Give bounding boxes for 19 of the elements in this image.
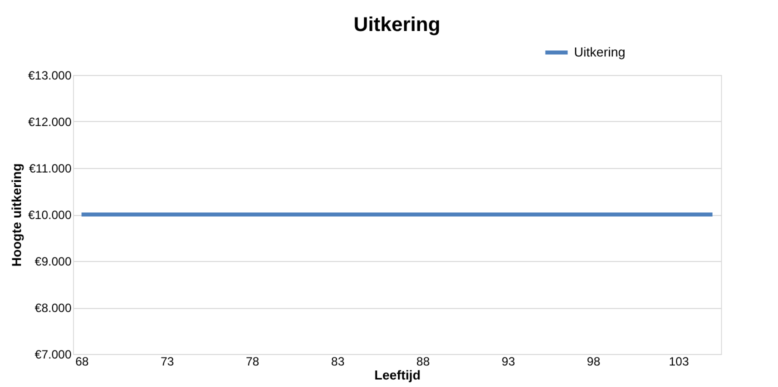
x-tick-label: 68 xyxy=(75,354,90,368)
y-axis-title: Hoogte uitkering xyxy=(9,163,24,267)
x-tick-label: 78 xyxy=(246,354,260,368)
y-tick-label: €8.000 xyxy=(34,301,72,315)
chart-title: Uitkering xyxy=(354,14,440,36)
y-tick-label: €9.000 xyxy=(34,254,72,268)
legend-label: Uitkering xyxy=(574,44,626,60)
x-tick-label: 83 xyxy=(331,354,345,368)
x-tick-label: 88 xyxy=(416,354,430,368)
x-axis-title: Leeftijd xyxy=(374,368,421,382)
y-tick-label: €12.000 xyxy=(28,115,72,129)
x-tick-label: 98 xyxy=(586,354,601,368)
x-tick-label: 93 xyxy=(502,354,516,368)
x-tick-label: 103 xyxy=(668,354,690,368)
y-tick-label: €13.000 xyxy=(28,68,72,82)
x-tick-label: 73 xyxy=(160,354,174,368)
y-tick-label: €11.000 xyxy=(29,162,72,176)
y-tick-label: €7.000 xyxy=(34,348,72,362)
y-tick-label: €10.000 xyxy=(28,208,72,222)
